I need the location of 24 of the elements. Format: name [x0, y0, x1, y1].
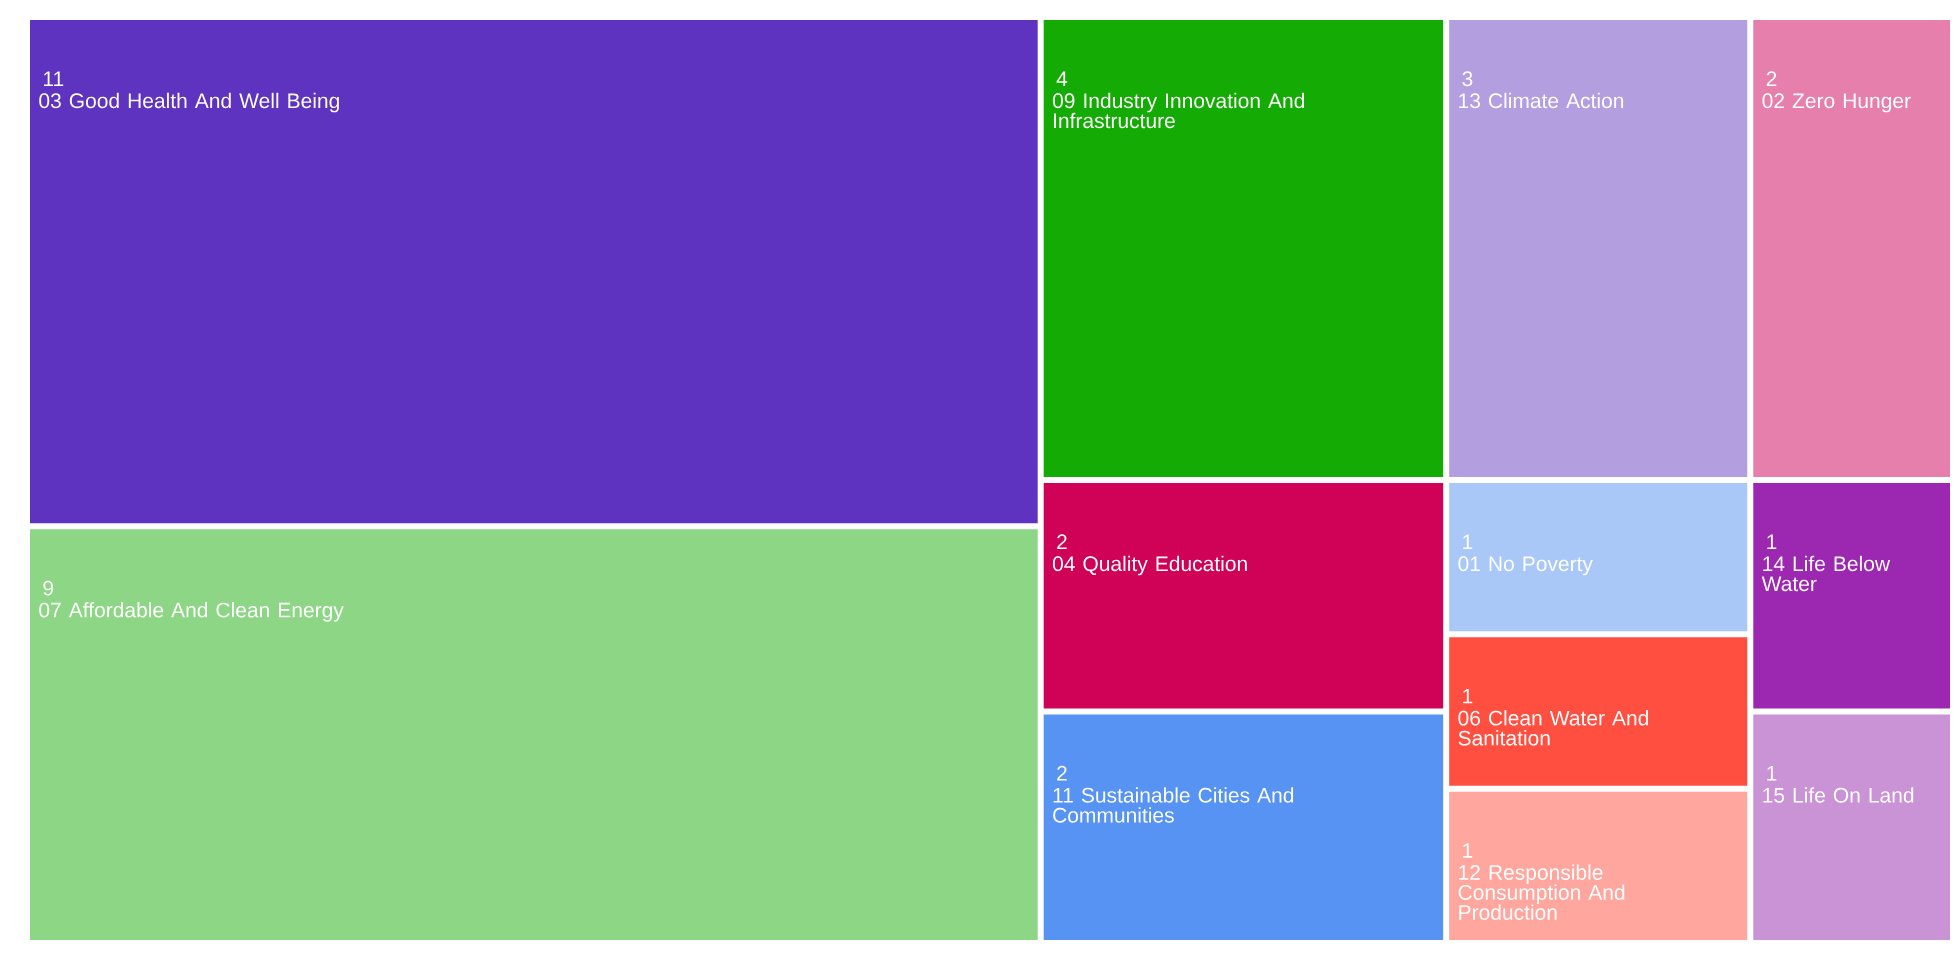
category-label: 01 No Poverty: [1458, 556, 1593, 576]
data-label: 1: [1767, 766, 1777, 781]
category-label: 02 Zero Hunger: [1762, 93, 1911, 113]
category-label: 15 Life On Land: [1763, 787, 1914, 803]
category-label: 06 Clean Water And Sanitation: [1458, 710, 1648, 746]
category-label: 13 Climate Action: [1459, 92, 1624, 109]
category-label: 09 Industry Innovation And Infrastructure: [1052, 92, 1305, 129]
data-label: 2: [1766, 71, 1777, 86]
category-label: 14 Life Below Water: [1761, 555, 1891, 592]
data-label: 1: [1463, 843, 1473, 858]
data-label: 1: [1463, 688, 1473, 704]
category-label: 11 Sustainable Cities And Communities: [1053, 787, 1294, 823]
category-label: 07 Affordable And Clean Energy: [39, 602, 344, 622]
data-label: 2: [1057, 765, 1067, 781]
category-label: 12 Responsible Consumption And Production: [1458, 864, 1625, 920]
data-label: 11: [44, 71, 64, 86]
data-label: 2: [1057, 534, 1067, 549]
data-label: 4: [1056, 71, 1068, 86]
data-label: 1: [1463, 534, 1473, 549]
category-label: 03 Good Health And Well Being: [39, 92, 339, 113]
category-label: 04 Quality Education: [1052, 555, 1247, 576]
data-label: 3: [1462, 71, 1473, 87]
data-label: 1: [1767, 534, 1777, 549]
data-label: 9: [43, 580, 54, 596]
